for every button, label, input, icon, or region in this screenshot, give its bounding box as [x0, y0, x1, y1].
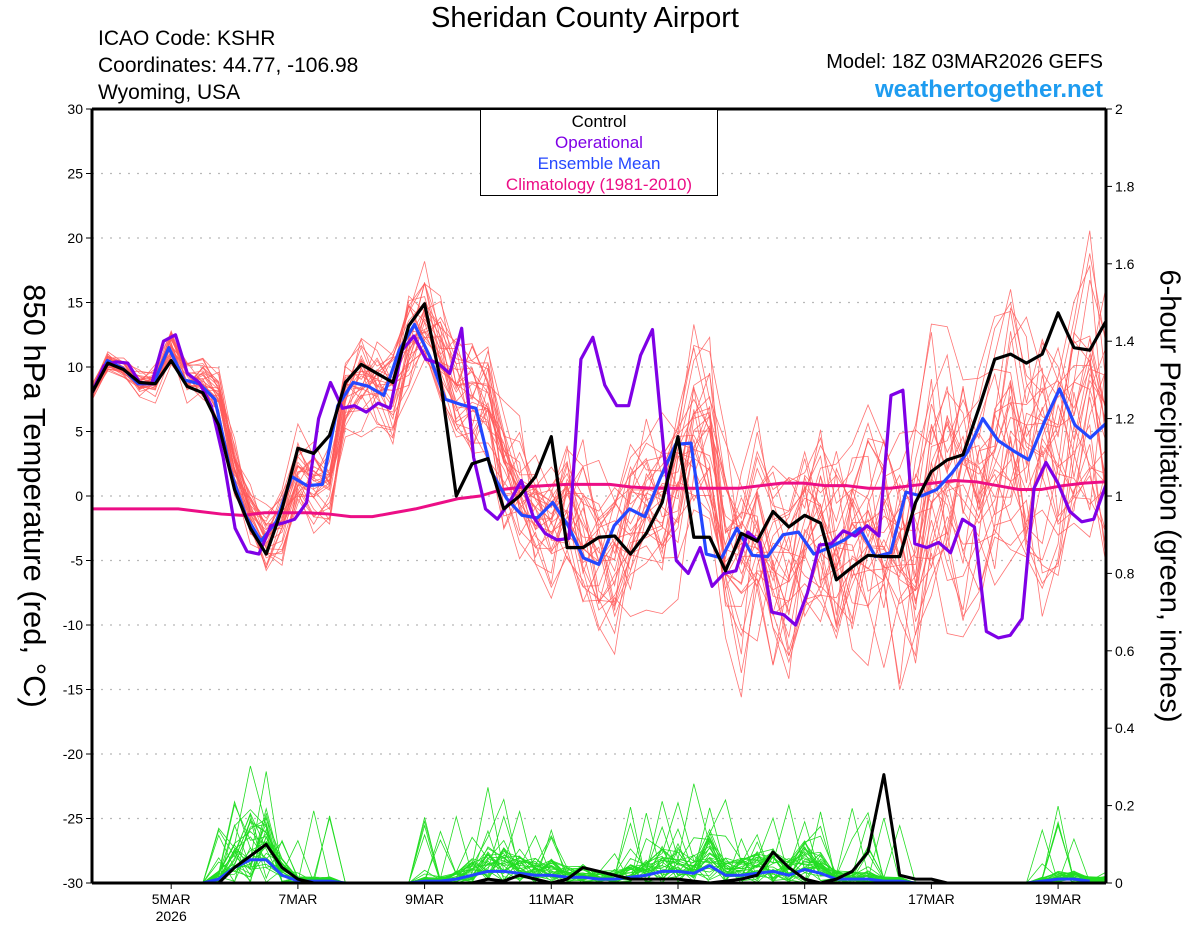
- website-link[interactable]: weathertogether.net: [874, 76, 1103, 103]
- y-tick-label-left: -15: [63, 682, 83, 698]
- chart-title: Sheridan County Airport: [431, 2, 739, 34]
- x-tick-label: 17MAR: [908, 891, 955, 907]
- y-tick-label-right: 1.8: [1115, 178, 1135, 194]
- y-tick-label-left: 10: [67, 359, 83, 375]
- ensemble-member-temp-line: [91, 301, 1106, 650]
- ensemble-member-temp-line: [91, 304, 1106, 621]
- ensemble-member-temp-line: [91, 318, 1106, 617]
- operational-temp-line: [90, 326, 1108, 640]
- y-tick-label-left: -30: [63, 875, 83, 891]
- ensemble-member-temp-line: [91, 264, 1106, 618]
- ensemble-member-temp-line: [91, 300, 1106, 656]
- y-tick-label-right: 1.6: [1115, 256, 1135, 272]
- ensemble-member-precip-line: [92, 771, 1106, 884]
- ensemble-mean-temp-line: [90, 322, 1107, 566]
- ensemble-member-temp-line: [91, 329, 1106, 625]
- ensemble-member-temp-line: [91, 310, 1106, 613]
- y-tick-label-left: 30: [67, 101, 83, 117]
- y-tick-label-right: 2: [1115, 101, 1123, 117]
- y-tick-label-right: 0.6: [1115, 643, 1135, 659]
- x-tick-label: 7MAR: [278, 891, 317, 907]
- y-tick-label-left: -5: [71, 553, 84, 569]
- ensemble-member-temp-line: [91, 289, 1106, 668]
- x-tick-label: 13MAR: [655, 891, 702, 907]
- legend-operational: Operational: [555, 133, 643, 152]
- series-lines: [90, 302, 1108, 885]
- x-tick-sublabel: 2026: [156, 908, 187, 924]
- ensemble-member-temp-line: [91, 312, 1106, 658]
- y-tick-label-left: 25: [67, 166, 83, 182]
- legend: Control Operational Ensemble Mean Climat…: [480, 110, 718, 196]
- y-tick-label-right: 0.8: [1115, 565, 1135, 581]
- x-tick-label: 11MAR: [528, 891, 574, 907]
- x-tick-label: 5MAR: [152, 891, 191, 907]
- icao-code: ICAO Code: KSHR: [98, 27, 276, 50]
- coordinates: Coordinates: 44.77, -106.98: [98, 54, 359, 77]
- ensemble-member-temp-line: [91, 282, 1106, 639]
- ensemble-member-temp-line: [91, 261, 1106, 584]
- ensemble-member-temp-line: [91, 295, 1106, 664]
- y-tick-label-right: 1: [1115, 488, 1123, 504]
- y-tick-label-left: -20: [63, 746, 83, 762]
- y-tick-label-right: 1.2: [1115, 411, 1135, 427]
- y-tick-label-right: 1.4: [1115, 333, 1135, 349]
- axes: 302520151050-5-10-15-20-25-3021.81.61.41…: [63, 101, 1135, 924]
- x-tick-label: 9MAR: [405, 891, 444, 907]
- y-tick-label-right: 0.2: [1115, 798, 1135, 814]
- control-precip-line: [92, 773, 1106, 885]
- y-tick-label-left: 15: [67, 295, 83, 311]
- climatology-line: [92, 479, 1106, 519]
- x-tick-label: 15MAR: [781, 891, 828, 907]
- y-tick-label-left: 0: [75, 488, 83, 504]
- y-tick-label-right: 0.4: [1115, 720, 1135, 736]
- control-temp-line: [90, 302, 1107, 582]
- legend-ensemble-mean: Ensemble Mean: [537, 154, 661, 173]
- y-tick-label-left: 20: [67, 230, 83, 246]
- x-tick-label: 19MAR: [1035, 891, 1082, 907]
- y-tick-label-left: -25: [63, 811, 83, 827]
- y-tick-label-left: -10: [63, 617, 83, 633]
- y-tick-label-left: 5: [75, 424, 83, 440]
- legend-climatology: Climatology (1981-2010): [505, 175, 693, 194]
- location: Wyoming, USA: [98, 81, 241, 104]
- ensemble-members: [91, 230, 1106, 884]
- model-run: Model: 18Z 03MAR2026 GEFS: [826, 51, 1103, 73]
- ensemble-member-temp-line: [91, 316, 1106, 603]
- y-tick-label-right: 0: [1115, 875, 1123, 891]
- ensemble-member-temp-line: [91, 283, 1106, 673]
- legend-control: Control: [571, 112, 627, 131]
